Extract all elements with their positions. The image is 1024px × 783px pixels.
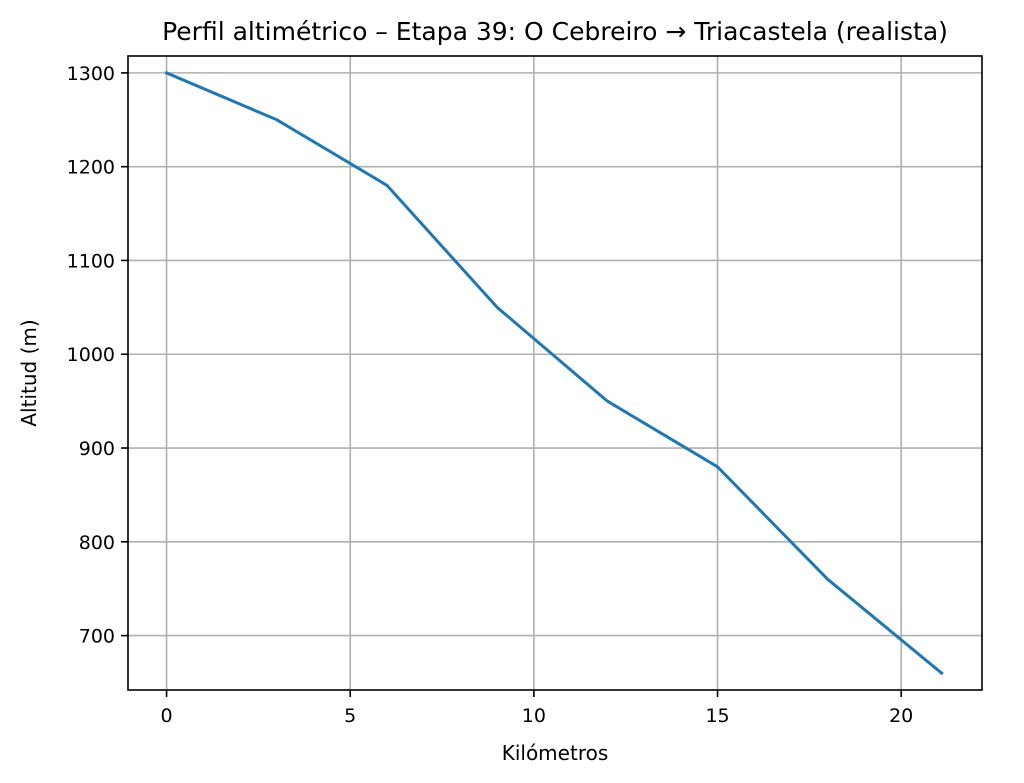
grid <box>128 56 982 690</box>
x-tick-label: 15 <box>705 705 729 727</box>
y-tick-label: 1200 <box>67 157 115 179</box>
y-tick-label: 1300 <box>67 63 115 85</box>
y-axis-label: Altitud (m) <box>17 319 41 426</box>
y-tick-label: 800 <box>79 532 115 554</box>
y-tick-label: 700 <box>79 626 115 648</box>
y-tick-label: 1100 <box>67 250 115 272</box>
y-tick-label: 1000 <box>67 344 115 366</box>
series-layer <box>164 70 944 676</box>
x-tick-label: 20 <box>889 705 913 727</box>
altitude-series-line <box>164 70 944 676</box>
plot-frame <box>127 55 983 691</box>
x-tick-label: 5 <box>344 705 356 727</box>
x-tick-label: 10 <box>522 705 546 727</box>
x-axis-label: Kilómetros <box>502 741 609 765</box>
chart-title: Perfil altimétrico – Etapa 39: O Cebreir… <box>162 17 948 46</box>
x-tick-label: 0 <box>161 705 173 727</box>
y-tick-label: 900 <box>79 438 115 460</box>
y-axis: 700 800 900 1000 1100 1200 1300 <box>67 63 128 648</box>
x-axis: 0 5 10 15 20 <box>161 690 913 727</box>
